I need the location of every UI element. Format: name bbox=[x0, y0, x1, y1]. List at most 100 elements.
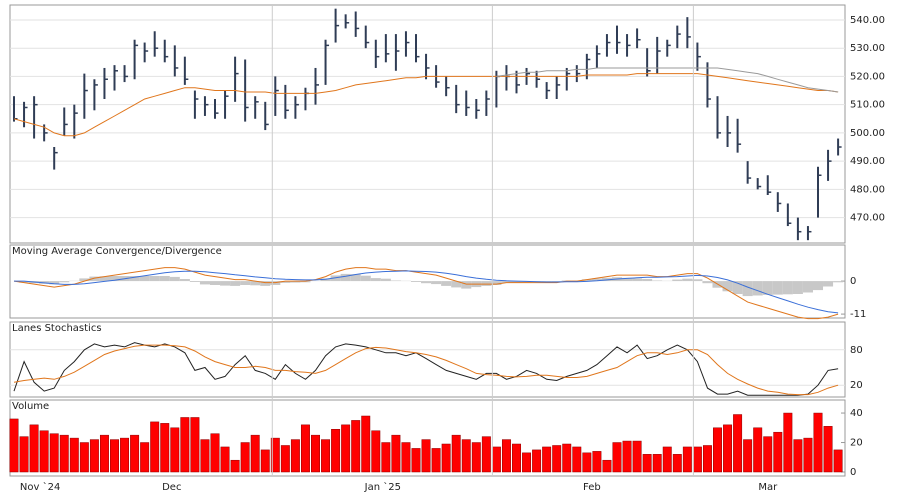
volume-bar bbox=[803, 437, 813, 473]
histogram-bar bbox=[682, 278, 693, 282]
volume-bar bbox=[582, 452, 592, 473]
volume-bar bbox=[381, 442, 391, 473]
volume-bar bbox=[532, 449, 542, 473]
volume-bar bbox=[361, 415, 371, 473]
histogram-bar bbox=[652, 280, 663, 282]
histogram-bar bbox=[370, 278, 381, 282]
y-tick-label: 80 bbox=[850, 345, 863, 356]
volume-bar bbox=[552, 445, 562, 473]
volume-bar bbox=[451, 434, 461, 473]
volume-bar bbox=[783, 412, 793, 473]
volume-bar bbox=[421, 439, 431, 473]
histogram-bar bbox=[340, 273, 351, 282]
y-tick-label: 0 bbox=[850, 276, 856, 287]
volume-bar bbox=[49, 433, 59, 473]
histogram-bar bbox=[823, 281, 834, 287]
histogram-bar bbox=[139, 276, 150, 282]
volume-bar bbox=[572, 446, 582, 473]
x-tick-label: Dec bbox=[162, 482, 181, 493]
y-tick-label: 510.00 bbox=[850, 100, 885, 111]
line-series bbox=[13, 344, 839, 396]
histogram-bar bbox=[89, 276, 100, 282]
panel-frame bbox=[9, 4, 846, 244]
volume-bar bbox=[733, 414, 743, 473]
volume-bar bbox=[763, 436, 773, 473]
y-tick-label: 540.00 bbox=[850, 15, 885, 26]
volume-bar bbox=[260, 449, 270, 473]
volume-bar bbox=[240, 442, 250, 473]
volume-bar bbox=[562, 443, 572, 473]
y-tick-label: -11 bbox=[850, 309, 866, 320]
volume-bar bbox=[391, 434, 401, 473]
volume-bar bbox=[9, 418, 19, 473]
histogram-bar bbox=[230, 281, 241, 286]
histogram-bar bbox=[149, 276, 160, 282]
histogram-bar bbox=[591, 278, 602, 282]
histogram-bar bbox=[501, 281, 512, 283]
volume-bar bbox=[210, 433, 220, 473]
histogram-bar bbox=[290, 281, 301, 283]
y-tick-label: 480.00 bbox=[850, 184, 885, 195]
volume-bar bbox=[793, 439, 803, 473]
volume-bar bbox=[813, 412, 823, 473]
volume-bar bbox=[713, 427, 722, 473]
volume-bar bbox=[753, 427, 763, 473]
volume-bar bbox=[99, 434, 109, 473]
panel-title: Moving Average Convergence/Divergence bbox=[12, 246, 222, 257]
panel-title: Volume bbox=[12, 401, 49, 412]
histogram-bar bbox=[692, 279, 703, 282]
volume-bar bbox=[170, 427, 180, 473]
volume-bar bbox=[19, 436, 29, 473]
histogram-bar bbox=[280, 281, 291, 283]
volume-bar bbox=[652, 454, 662, 473]
volume-bar bbox=[280, 445, 290, 473]
y-tick-label: 490.00 bbox=[850, 156, 885, 167]
volume-bar bbox=[180, 417, 190, 473]
histogram-bar bbox=[441, 281, 452, 286]
y-tick-label: 530.00 bbox=[850, 43, 885, 54]
volume-bar bbox=[120, 437, 130, 473]
y-tick-label: 0 bbox=[850, 467, 856, 478]
volume-bar bbox=[351, 420, 361, 473]
histogram-bar bbox=[99, 276, 110, 282]
histogram-bar bbox=[410, 281, 422, 282]
histogram-bar bbox=[812, 281, 824, 291]
x-tick-label: Feb bbox=[583, 482, 601, 493]
histogram-bar bbox=[581, 279, 592, 282]
volume-bar bbox=[723, 424, 733, 473]
volume-bar bbox=[220, 446, 230, 473]
volume-bar bbox=[632, 440, 642, 473]
histogram-bar bbox=[220, 281, 231, 286]
volume-bar bbox=[461, 439, 471, 473]
histogram-bar bbox=[380, 278, 391, 282]
volume-bar bbox=[300, 424, 310, 473]
x-tick-label: Mar bbox=[758, 482, 778, 493]
y-tick-label: 500.00 bbox=[850, 128, 885, 139]
histogram-bar bbox=[179, 279, 190, 282]
volume-bar bbox=[622, 440, 632, 473]
histogram-bar bbox=[159, 276, 170, 282]
volume-bar bbox=[411, 448, 421, 473]
histogram-bar bbox=[390, 280, 401, 282]
volume-bar bbox=[150, 421, 160, 473]
volume-bar bbox=[59, 434, 69, 473]
histogram-bar bbox=[49, 281, 60, 285]
volume-bar bbox=[833, 449, 843, 473]
line-series bbox=[496, 67, 839, 93]
histogram-bar bbox=[260, 281, 271, 286]
volume-bar bbox=[371, 430, 381, 473]
volume-bar bbox=[39, 430, 49, 473]
volume-bar bbox=[682, 446, 692, 473]
histogram-bar bbox=[792, 281, 803, 294]
x-tick-label: Nov `24 bbox=[20, 481, 60, 493]
histogram-bar bbox=[782, 281, 793, 295]
panel-title: Lanes Stochastics bbox=[12, 323, 102, 334]
line-series bbox=[13, 267, 839, 320]
histogram-bar bbox=[833, 281, 844, 283]
histogram-bar bbox=[752, 281, 763, 296]
volume-bar bbox=[79, 442, 89, 473]
line-series bbox=[13, 342, 839, 396]
volume-bar bbox=[743, 439, 753, 473]
volume-bar bbox=[270, 437, 280, 473]
histogram-bar bbox=[129, 276, 140, 282]
